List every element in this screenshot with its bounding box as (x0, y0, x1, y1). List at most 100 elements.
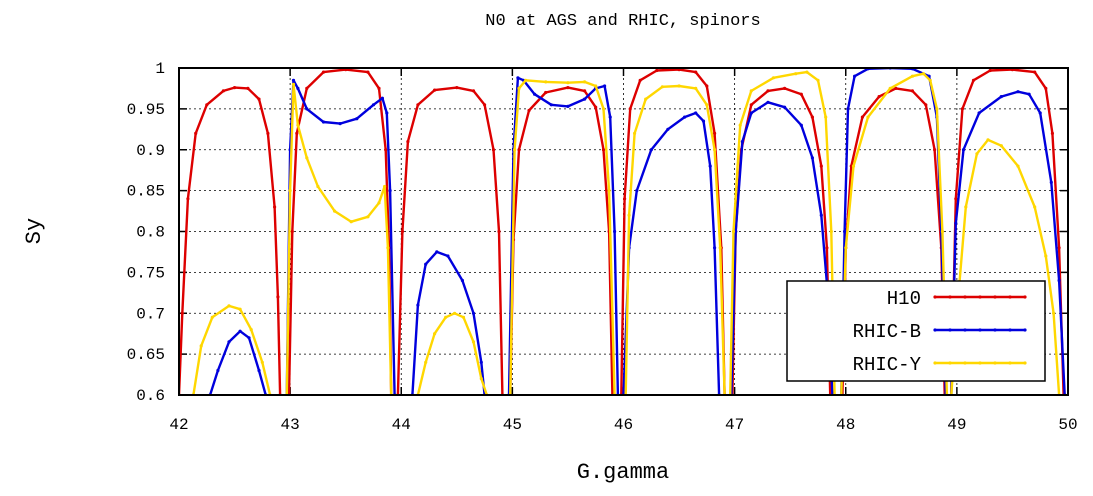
data-point (1057, 278, 1061, 283)
data-point (186, 197, 190, 201)
data-point (666, 127, 670, 131)
data-point (799, 123, 803, 127)
x-tick-label: 46 (614, 416, 633, 434)
legend-label: RHIC-Y (853, 354, 922, 376)
data-point (544, 80, 548, 84)
legend-marker (933, 295, 937, 299)
y-tick-label: 0.65 (127, 346, 165, 364)
data-point (910, 74, 915, 78)
data-point (377, 86, 381, 90)
y-tick-label: 0.95 (127, 101, 165, 119)
legend-marker (1023, 328, 1027, 332)
data-point (701, 119, 706, 123)
data-point (491, 148, 496, 152)
data-point (385, 111, 389, 115)
data-point (694, 70, 698, 74)
y-tick-label: 0.85 (127, 183, 165, 201)
data-point (460, 278, 464, 283)
data-point (497, 229, 501, 234)
series-rhic-b (208, 68, 1067, 395)
plot-frame (178, 67, 1069, 396)
series-line (396, 86, 504, 395)
data-point (366, 215, 370, 219)
data-point (210, 315, 214, 319)
legend-marker (1023, 295, 1027, 299)
data-point (783, 105, 787, 109)
series-line (624, 84, 726, 395)
data-point (321, 120, 326, 124)
series-line (285, 83, 393, 395)
series-layer (179, 68, 1067, 395)
series-line (285, 79, 396, 395)
data-point (960, 107, 965, 111)
data-point (961, 148, 966, 152)
data-point (851, 164, 856, 168)
data-point (266, 131, 270, 135)
data-point (291, 78, 296, 82)
data-point (713, 148, 717, 152)
x-tick-label: 48 (836, 416, 855, 434)
data-point (940, 229, 945, 234)
data-point (549, 103, 553, 107)
data-point (608, 115, 612, 119)
data-point (628, 107, 632, 111)
legend-marker (963, 328, 967, 332)
data-point (805, 70, 809, 74)
data-point (453, 311, 457, 315)
y-axis-label: Sy (22, 218, 47, 244)
data-point (471, 340, 476, 344)
legend-marker (963, 295, 967, 299)
data-point (954, 197, 958, 201)
data-point (738, 123, 742, 127)
legend-marker (1008, 295, 1012, 299)
data-point (321, 70, 326, 74)
data-point (638, 78, 642, 82)
legend-marker (933, 361, 937, 365)
data-point (849, 164, 853, 168)
data-point (471, 89, 476, 93)
data-point (975, 152, 979, 156)
data-point (977, 111, 981, 115)
data-point (1033, 70, 1037, 74)
series-line (192, 304, 272, 395)
data-point (433, 88, 437, 92)
y-tick-label: 0.7 (136, 305, 165, 323)
data-point (288, 189, 292, 193)
data-point (731, 229, 736, 234)
data-point (479, 360, 483, 364)
x-tick-label: 50 (1058, 416, 1077, 434)
data-point (824, 115, 828, 119)
legend-marker (1008, 328, 1012, 332)
data-point (524, 78, 528, 82)
series-line (509, 86, 614, 395)
data-point (227, 340, 231, 344)
legend-marker (948, 295, 952, 299)
data-point (933, 148, 937, 152)
data-point (338, 122, 342, 126)
series-line (208, 330, 267, 395)
data-point (583, 89, 587, 93)
data-point (816, 78, 820, 82)
data-point (479, 377, 483, 381)
legend-marker (963, 361, 967, 365)
data-point (305, 86, 309, 90)
data-point (471, 311, 476, 315)
data-point (649, 148, 653, 152)
data-point (601, 148, 606, 152)
data-point (566, 86, 570, 90)
data-point (517, 148, 521, 152)
data-point (516, 76, 520, 80)
data-point (766, 100, 770, 104)
data-point (416, 103, 420, 107)
data-point (601, 107, 606, 111)
data-point (260, 360, 264, 364)
data-point (694, 111, 698, 115)
data-point (964, 205, 968, 209)
data-point (1050, 131, 1054, 135)
chart-title: N0 at AGS and RHIC, spinors (485, 12, 760, 31)
data-point (296, 86, 300, 90)
data-point (999, 95, 1003, 99)
data-point (705, 103, 709, 107)
data-point (603, 84, 607, 88)
